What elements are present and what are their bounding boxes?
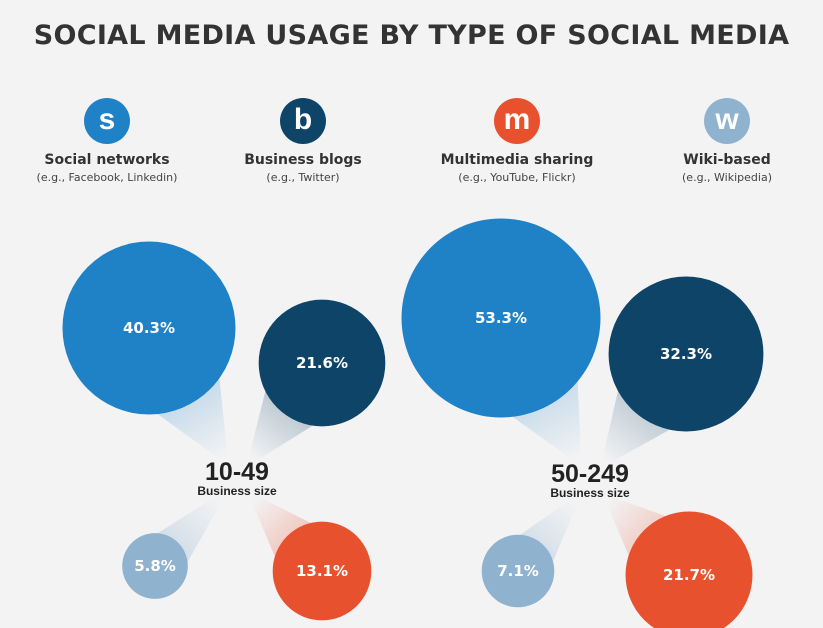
value-label-social-networks: 40.3% xyxy=(123,319,175,337)
wiki-based-icon: w xyxy=(704,98,750,144)
chart-title: SOCIAL MEDIA USAGE BY TYPE OF SOCIAL MED… xyxy=(33,20,790,51)
business-blogs-icon: b xyxy=(280,98,326,144)
group-label: 50-249 xyxy=(551,460,629,488)
group-label: 10-49 xyxy=(205,458,269,486)
legend-name: Social networks xyxy=(44,152,170,168)
legend-name: Business blogs xyxy=(244,152,362,168)
legend-item-wiki-based: w Wiki-based (e.g., Wikipedia) xyxy=(627,98,823,184)
legend-example: (e.g., Wikipedia) xyxy=(682,171,772,184)
bubble-wiki-based xyxy=(481,534,555,608)
value-label-social-networks: 53.3% xyxy=(475,309,527,327)
group-sublabel: Business size xyxy=(197,484,277,498)
legend-item-social-networks: s Social networks (e.g., Facebook, Linke… xyxy=(7,98,207,184)
legend-example: (e.g., YouTube, Flickr) xyxy=(458,171,576,184)
value-label-wiki-based: 7.1% xyxy=(497,562,539,580)
bubble-business-blogs xyxy=(258,299,386,427)
legend-name: Wiki-based xyxy=(683,152,771,168)
value-label-multimedia-sharing: 21.7% xyxy=(663,566,715,584)
social-networks-icon: s xyxy=(84,98,130,144)
multimedia-sharing-icon: m xyxy=(494,98,540,144)
bubble-social-networks xyxy=(62,241,236,415)
bubble-social-networks xyxy=(401,218,601,418)
bubble-multimedia-sharing xyxy=(272,521,372,621)
group-sublabel: Business size xyxy=(550,486,630,500)
legend-item-business-blogs: b Business blogs (e.g., Twitter) xyxy=(203,98,403,184)
value-label-business-blogs: 32.3% xyxy=(660,345,712,363)
legend-example: (e.g., Facebook, Linkedin) xyxy=(36,171,178,184)
value-label-multimedia-sharing: 13.1% xyxy=(296,562,348,580)
legend-item-multimedia-sharing: m Multimedia sharing (e.g., YouTube, Fli… xyxy=(417,98,617,184)
legend-example: (e.g., Twitter) xyxy=(266,171,340,184)
bubble-multimedia-sharing xyxy=(625,511,753,628)
bubble-business-blogs xyxy=(608,276,764,432)
bubble-wiki-based xyxy=(122,533,188,599)
value-label-business-blogs: 21.6% xyxy=(296,354,348,372)
legend: s Social networks (e.g., Facebook, Linke… xyxy=(0,98,823,208)
value-label-wiki-based: 5.8% xyxy=(134,557,176,575)
legend-name: Multimedia sharing xyxy=(440,152,594,168)
